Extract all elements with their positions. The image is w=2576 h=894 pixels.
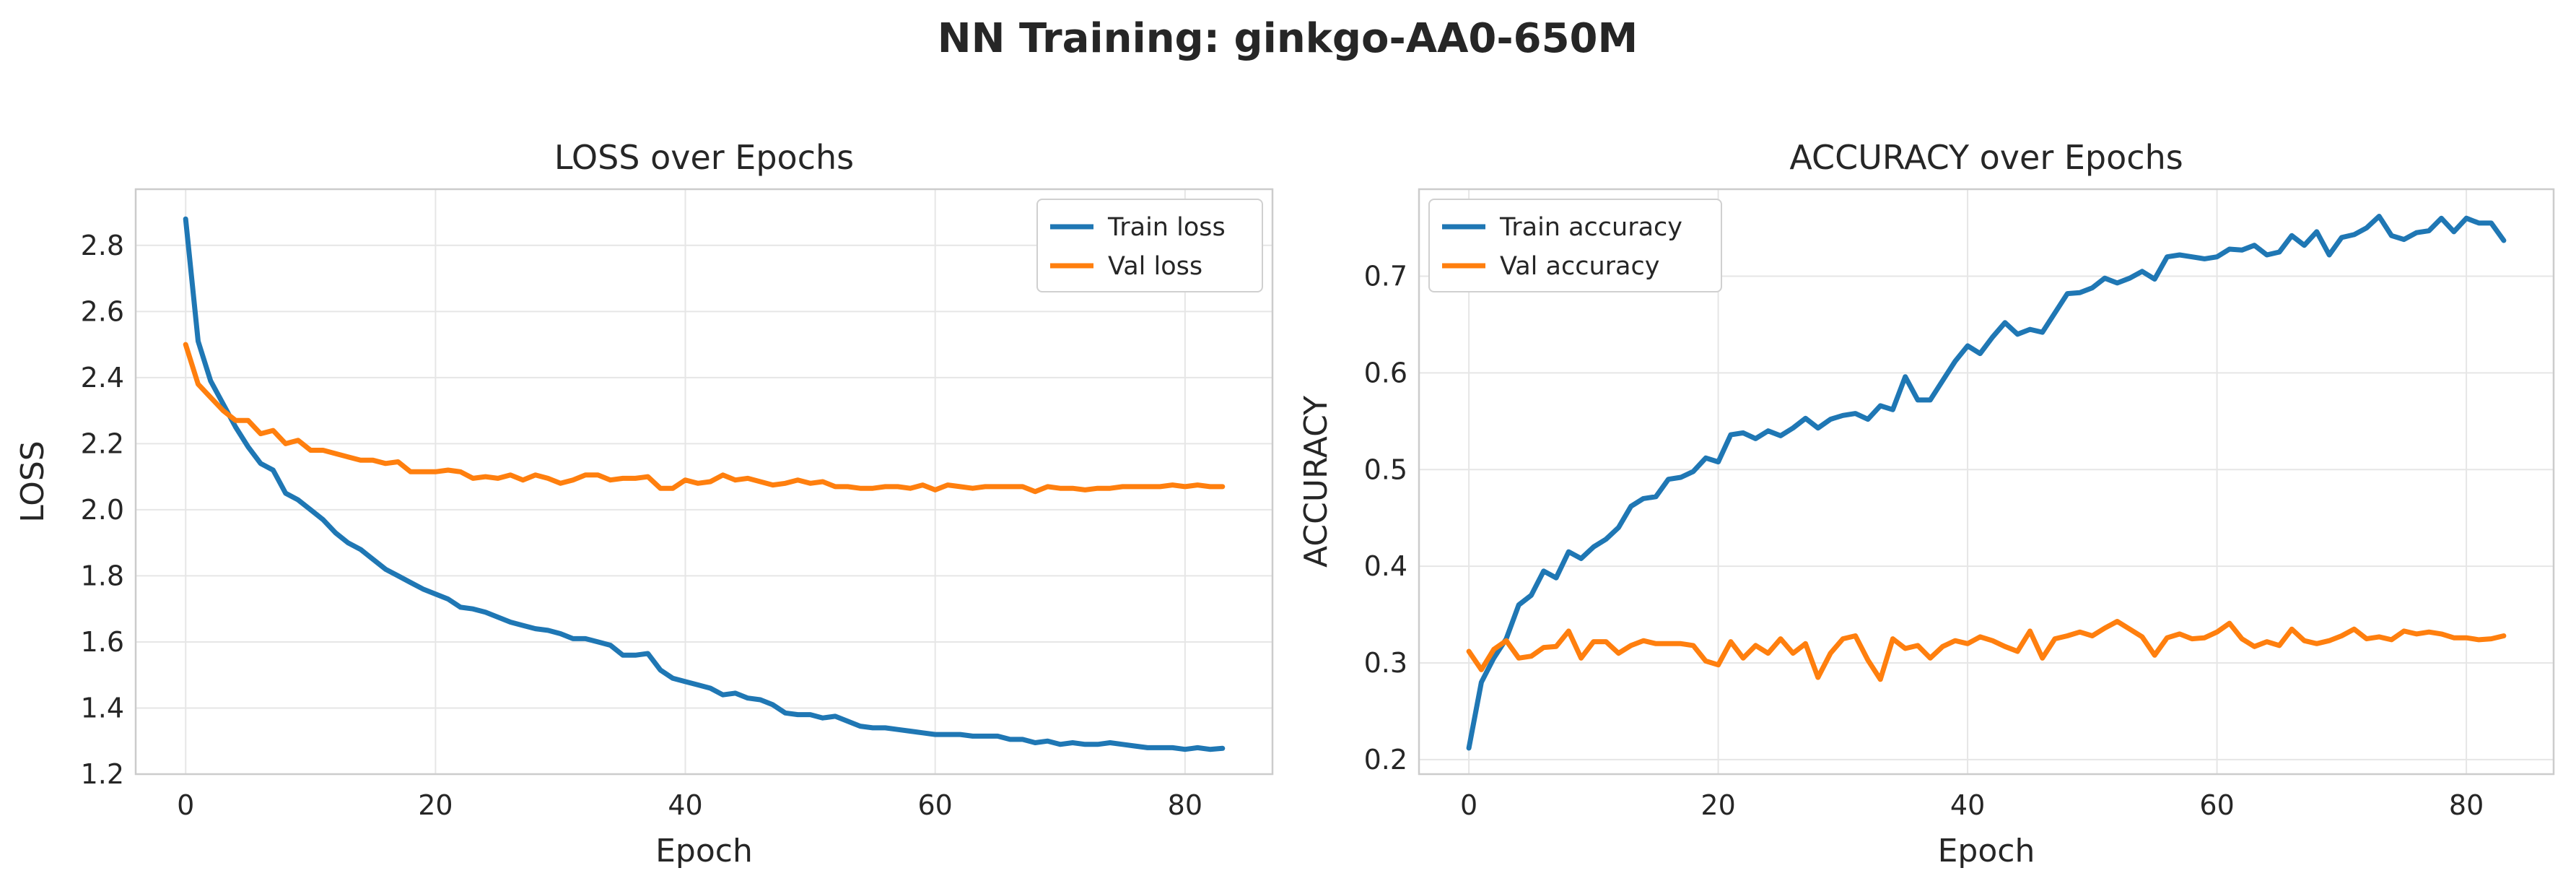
y-tick-label: 0.6	[1364, 357, 1407, 389]
y-tick-label: 0.5	[1364, 453, 1407, 485]
x-tick-label: 40	[1950, 789, 1985, 821]
x-tick-label: 40	[668, 789, 702, 821]
legend-frame	[1036, 199, 1263, 292]
y-tick-label: 2.2	[81, 428, 124, 459]
y-tick-label: 1.2	[81, 758, 124, 790]
x-axis-label: Epoch	[1938, 833, 2035, 869]
y-tick-label: 0.7	[1364, 260, 1407, 292]
y-tick-label: 0.4	[1364, 550, 1407, 582]
val-legend-label: Val loss	[1108, 252, 1202, 281]
y-axis-label: LOSS	[14, 441, 51, 522]
x-tick-label: 80	[1168, 789, 1202, 821]
y-tick-label: 2.4	[81, 362, 124, 394]
y-tick-label: 2.6	[81, 295, 124, 327]
axes-frame	[1418, 188, 2555, 776]
train-legend-label: Train loss	[1107, 213, 1226, 242]
val-series-line	[1466, 619, 2507, 682]
legend: Train loss Val loss	[1036, 199, 1263, 292]
y-tick-label: 1.6	[81, 626, 124, 658]
x-tick-label: 0	[1460, 789, 1477, 821]
train-legend-label: Train accuracy	[1499, 213, 1682, 242]
x-tick-label: 60	[2199, 789, 2234, 821]
val-legend-label: Val accuracy	[1500, 252, 1659, 281]
x-tick-label: 0	[177, 789, 194, 821]
y-tick-label: 0.3	[1364, 647, 1407, 679]
accuracy-chart: 0 20 40 60 80 0.2 0.3 0.4 0.5 0.6 0.7 ACCURACY over…	[1298, 138, 2555, 869]
x-tick-label: 80	[2449, 789, 2484, 821]
chart-title: ACCURACY over Epochs	[1789, 138, 2183, 177]
x-tick-label: 20	[1700, 789, 1735, 821]
y-tick-label: 2.0	[81, 494, 124, 526]
train-series-line	[183, 216, 1226, 752]
y-tick-label: 2.8	[81, 230, 124, 261]
y-tick-label: 0.2	[1364, 744, 1407, 776]
loss-chart: 0 20 40 60 80 1.2 1.4 1.6 1.8 2.0 2.2 2.4 2.6 2.8 LOSS…	[14, 138, 1274, 869]
train-series-line	[1466, 214, 2507, 751]
val-series-line	[183, 342, 1226, 495]
chart-title: LOSS over Epochs	[554, 138, 854, 177]
legend: Train accuracy Val accuracy	[1428, 199, 1722, 292]
x-tick-label: 60	[918, 789, 953, 821]
x-axis-label: Epoch	[655, 833, 753, 869]
legend-frame	[1428, 199, 1722, 292]
x-tick-label: 20	[418, 789, 453, 821]
y-tick-label: 1.4	[81, 692, 124, 724]
axes-frame	[134, 188, 1274, 776]
figure-title: NN Training: ginkgo-AA0-650M	[938, 15, 1638, 62]
y-axis-label: ACCURACY	[1298, 396, 1335, 568]
y-tick-label: 1.8	[81, 560, 124, 591]
